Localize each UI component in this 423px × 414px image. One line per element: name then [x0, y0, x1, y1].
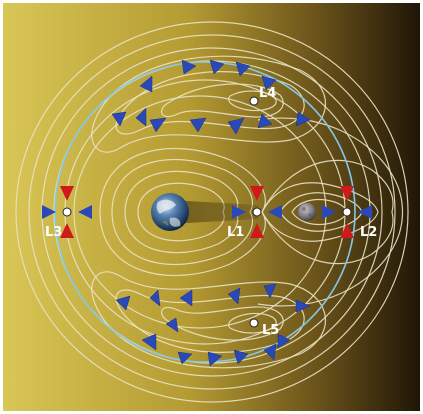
- contour-line: [91, 271, 327, 369]
- arrow-blue: [78, 205, 92, 219]
- flow-arrow: [177, 351, 193, 365]
- earth-icon: [151, 193, 189, 231]
- l5-label: L5: [262, 323, 279, 338]
- earth-shadow: [170, 200, 258, 224]
- flow-arrow: [149, 117, 167, 133]
- flow-arrow: [139, 75, 153, 93]
- l1-label: L1: [227, 225, 244, 240]
- l3-point-marker: [62, 207, 72, 217]
- flow-arrow: [263, 283, 277, 299]
- flow-arrow: [263, 343, 277, 361]
- l2-label: L2: [360, 225, 377, 240]
- flow-arrow: [141, 333, 157, 351]
- contour-line: [261, 159, 394, 265]
- contour-line: [161, 306, 284, 341]
- l1-point-marker: [252, 207, 262, 217]
- flow-arrow: [165, 317, 179, 333]
- arrow-red: [60, 223, 74, 238]
- l3-arrows: [42, 186, 92, 238]
- flow-arrow: [115, 295, 131, 311]
- l3-label: L3: [45, 225, 62, 240]
- flow-arrow: [179, 289, 193, 307]
- flow-arrow: [233, 349, 249, 365]
- l1-arrows: [232, 186, 282, 238]
- flow-arrow: [261, 75, 277, 91]
- contour-line: [261, 182, 379, 242]
- contour-line: [115, 71, 305, 135]
- moon-icon: [298, 203, 316, 221]
- flow-arrow: [235, 61, 251, 77]
- flow-arrow: [111, 111, 127, 127]
- arrow-red: [60, 186, 74, 201]
- contour-line: [115, 289, 305, 353]
- flow-arrow: [181, 59, 197, 75]
- arrow-blue: [322, 205, 336, 219]
- contour-line: [228, 90, 277, 112]
- flow-arrows: [111, 59, 311, 367]
- flow-arrow: [207, 351, 223, 367]
- l4-label: L4: [259, 86, 276, 101]
- contour-line: [257, 117, 404, 307]
- flow-arrow: [295, 111, 311, 127]
- contour-line: [161, 83, 284, 118]
- contour-line: [28, 34, 396, 390]
- arrow-red: [340, 223, 354, 238]
- contour-line: [15, 21, 409, 403]
- flow-arrow: [227, 287, 241, 305]
- contour-line: [91, 55, 327, 153]
- flow-arrow: [149, 289, 161, 307]
- arrow-blue: [42, 205, 56, 219]
- arrow-blue: [268, 205, 282, 219]
- flow-arrow: [227, 117, 245, 135]
- l2-point-marker: [342, 207, 352, 217]
- arrow-red: [250, 186, 264, 201]
- flow-arrow: [135, 107, 147, 127]
- flow-arrow: [295, 299, 311, 313]
- arrow-blue: [358, 205, 372, 219]
- arrow-blue: [232, 205, 246, 219]
- flow-arrow: [277, 333, 291, 349]
- flow-arrow: [189, 117, 207, 133]
- l5-point-marker: [249, 318, 259, 328]
- l4-point-marker: [249, 96, 259, 106]
- contour-line: [228, 312, 277, 334]
- l2-arrows: [322, 186, 372, 238]
- flow-arrow: [209, 59, 225, 75]
- arrow-red: [340, 186, 354, 201]
- flow-arrow: [257, 113, 273, 129]
- arrow-red: [250, 223, 264, 238]
- lagrange-markers: [62, 96, 352, 328]
